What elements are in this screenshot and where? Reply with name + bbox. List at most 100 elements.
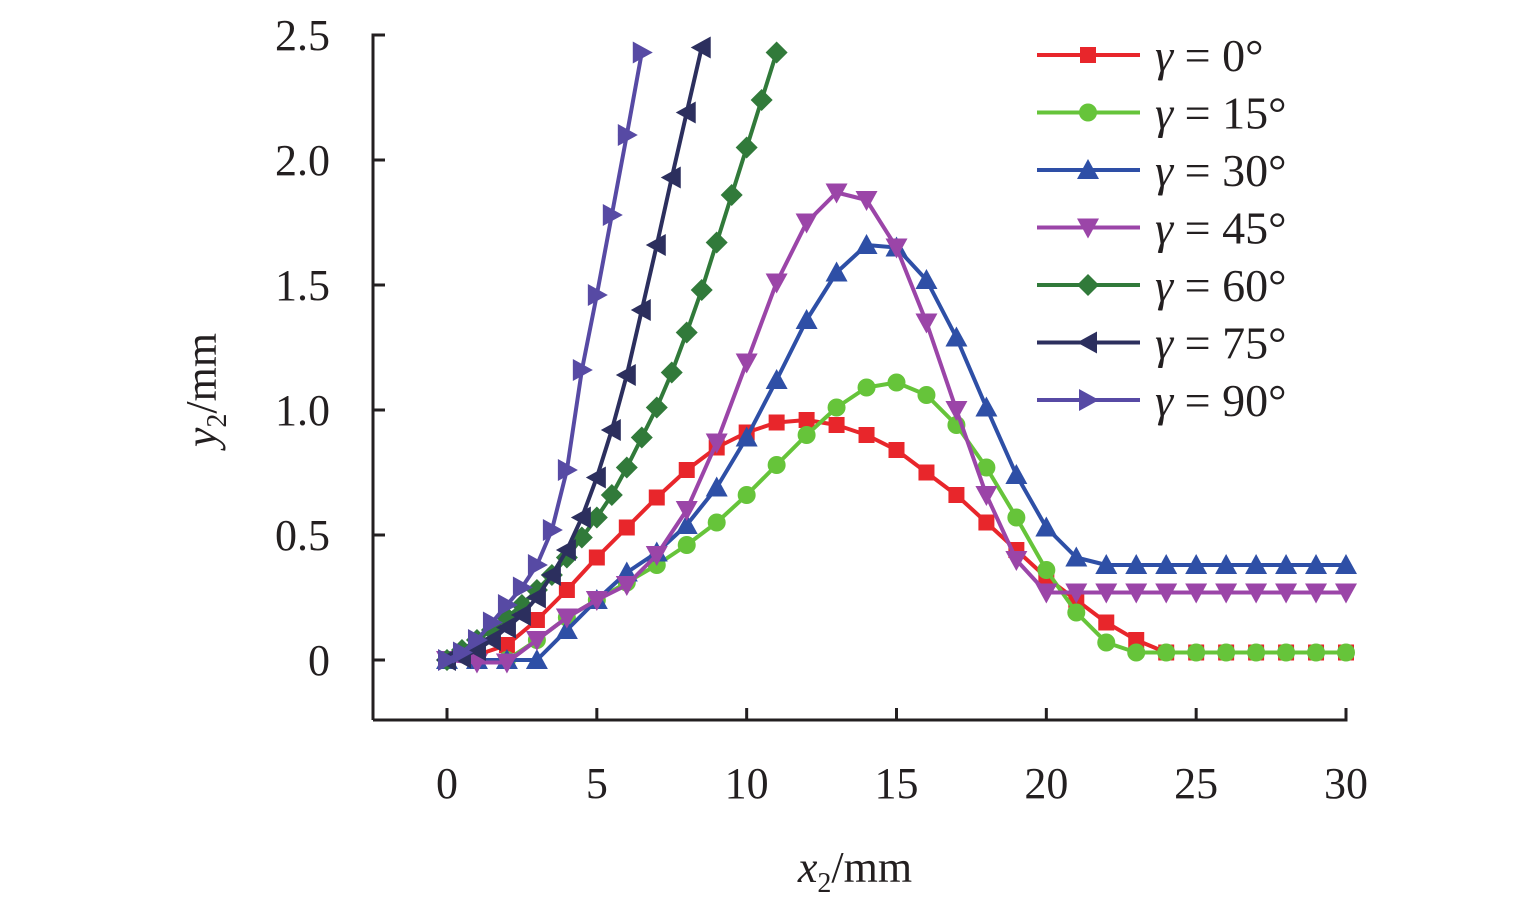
data-point <box>1035 583 1058 604</box>
data-point <box>630 299 651 321</box>
data-point <box>855 234 878 254</box>
data-point <box>528 612 545 628</box>
data-point <box>768 414 785 431</box>
data-point <box>765 273 788 294</box>
data-point <box>555 539 576 561</box>
data-point <box>645 234 666 256</box>
data-point <box>630 426 653 449</box>
legend-label: γ = 15° <box>1155 88 1286 139</box>
data-point <box>1007 508 1026 527</box>
data-point <box>617 124 638 146</box>
data-point <box>495 653 518 674</box>
data-point <box>675 501 698 521</box>
data-point <box>707 513 726 532</box>
data-point <box>572 359 593 381</box>
legend-item: γ = 0° <box>1037 30 1263 81</box>
data-point <box>828 417 845 433</box>
data-point <box>978 514 995 531</box>
data-point <box>1097 633 1116 652</box>
data-point <box>588 549 605 566</box>
x-axis-title-unit: /mm <box>831 843 912 892</box>
y-tick-label: 2.0 <box>275 136 330 185</box>
legend-item: γ = 75° <box>1037 318 1286 369</box>
legend-marker <box>1080 47 1096 63</box>
y-ticks: 0 0.5 1.0 1.5 2.0 2.5 <box>275 11 385 685</box>
data-point <box>675 514 698 534</box>
data-point <box>480 629 501 651</box>
x-tick-label: 25 <box>1174 759 1218 808</box>
data-point <box>587 284 608 306</box>
data-point <box>1155 583 1178 604</box>
data-point <box>542 519 563 541</box>
y-axis-title-var: y <box>177 427 226 451</box>
legend-item: γ = 30° <box>1037 145 1286 196</box>
data-point <box>615 576 638 596</box>
series-3 <box>436 183 1357 674</box>
legend-marker <box>1077 331 1097 354</box>
series-line <box>445 51 779 662</box>
data-point <box>1335 583 1357 604</box>
data-point <box>555 608 578 629</box>
data-point <box>512 576 533 599</box>
data-point <box>602 204 623 226</box>
data-point <box>1065 546 1088 567</box>
axes: 0 5 10 15 20 25 30 0 0.5 1.0 1.5 2.0 2.5 <box>275 11 1368 808</box>
legend: γ = 0° γ = 15° γ = 30° γ = 45° γ = 60° γ = 75… <box>1037 30 1286 426</box>
data-point <box>1335 554 1357 574</box>
data-point <box>885 238 908 259</box>
x-tick-label: 0 <box>436 759 458 808</box>
data-point <box>917 386 936 404</box>
data-point <box>525 649 548 669</box>
data-point <box>1305 554 1328 574</box>
legend-label: γ = 60° <box>1155 260 1286 311</box>
data-point <box>888 442 905 458</box>
legend-marker <box>1077 159 1099 179</box>
data-point <box>600 419 621 441</box>
data-point <box>1005 464 1028 484</box>
data-point <box>555 619 578 639</box>
data-point <box>1095 583 1118 604</box>
data-point <box>915 313 938 334</box>
legend-label: γ = 0° <box>1155 30 1263 81</box>
y-tick-label: 2.5 <box>275 11 330 60</box>
y-tick-label: 1.0 <box>275 386 330 435</box>
data-point <box>975 486 998 506</box>
data-point <box>827 398 846 417</box>
data-point <box>645 546 668 566</box>
legend-label: γ = 45° <box>1155 203 1286 254</box>
data-point <box>497 594 518 616</box>
legend-label: γ = 75° <box>1155 318 1286 369</box>
data-point <box>918 464 935 481</box>
data-point <box>1098 614 1115 631</box>
data-point <box>1217 643 1236 662</box>
y-tick-label: 0 <box>308 636 330 685</box>
series-4 <box>436 41 788 671</box>
data-point <box>1245 554 1268 574</box>
data-point <box>737 486 756 504</box>
x-axis <box>373 708 1348 722</box>
legend-marker <box>1077 218 1099 239</box>
legend-item: γ = 15° <box>1037 88 1286 139</box>
series-line <box>446 52 644 662</box>
x-tick-label: 20 <box>1024 759 1068 808</box>
x-axis-title-sub: 2 <box>817 868 831 899</box>
data-point <box>795 309 818 329</box>
y-tick-label: 1.5 <box>275 261 330 310</box>
data-point <box>452 641 473 664</box>
data-point <box>1215 554 1238 574</box>
y-axis-title-sub: 2 <box>202 414 233 428</box>
data-point <box>1067 603 1086 622</box>
data-point <box>1307 643 1326 662</box>
y-axis-title: y2/mm <box>177 333 233 451</box>
data-point <box>915 269 938 289</box>
x-tick-label: 10 <box>725 759 769 808</box>
data-point <box>1277 643 1296 662</box>
data-point <box>825 183 848 204</box>
data-point <box>1275 554 1298 574</box>
data-point <box>948 487 965 503</box>
data-point <box>765 41 788 64</box>
x-axis-title-var: x <box>797 843 818 892</box>
data-point <box>495 616 516 639</box>
data-point <box>825 261 848 282</box>
data-point <box>1215 583 1238 604</box>
